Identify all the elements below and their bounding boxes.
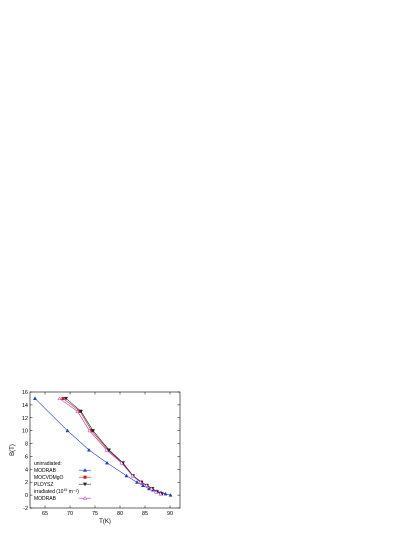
y-tick-label: 12 [22,416,28,422]
y-axis: -2 0 2 4 6 8 10 12 14 16 [22,390,180,512]
data-point [87,428,92,433]
y-tick-label: -2 [23,506,28,512]
x-axis-title: T(K) [99,519,111,525]
legend-label: MODRAB [34,468,57,474]
data-point [144,483,149,487]
data-point [138,480,143,484]
y-axis-title: B(T) [10,444,16,456]
data-point [130,473,135,478]
x-tick-label: 80 [117,511,123,517]
plot-border [29,391,181,509]
legend-label: PLDYSZ [34,482,53,488]
legend: unirradiated:MODRABMOCVDMgOPLDYSZirradia… [34,461,91,502]
data-point [32,396,38,400]
series-3 [57,396,163,496]
legend-heading: irradiated (1015 m⁻²) [34,488,79,495]
series-line [59,398,161,495]
y-tick-label: 6 [25,454,28,460]
y-tick-label: 14 [22,403,28,409]
data-point [57,396,62,400]
data-point [65,428,70,433]
data-point [168,492,173,497]
data-point [61,396,65,400]
data-point [63,396,69,401]
legend-marker [82,468,88,472]
data-point [86,447,92,452]
x-tick-label: 70 [67,511,73,517]
plot-frame [29,391,181,509]
data-point [149,486,154,491]
y-tick-label: 2 [25,480,28,486]
x-axis: 65 70 75 80 85 90 [42,392,173,517]
data-point [146,486,152,491]
data-point [163,491,168,496]
y-tick-label: 10 [22,429,28,435]
data-point [134,480,140,484]
legend-marker [82,482,88,487]
legend-heading: unirradiated: [34,461,62,467]
data-point [78,409,84,414]
legend-marker [83,475,87,479]
data-point [75,409,80,413]
data-point [90,429,96,433]
data-point [124,473,129,478]
y-tick-label: 4 [25,467,28,473]
series-layer [32,396,173,497]
data-point [158,491,163,496]
data-point [104,447,109,452]
data-point [106,448,112,453]
legend-marker [82,496,88,500]
x-tick-label: 90 [167,511,173,517]
data-point [119,460,124,465]
data-point [140,483,146,487]
x-tick-label: 85 [142,511,148,517]
y-tick-label: 0 [25,493,28,499]
series-0 [32,396,173,497]
y-tick-label: 8 [25,442,28,448]
data-point [153,489,159,494]
x-tick-label: 65 [42,511,48,517]
legend-label: MOCVDMgO [34,475,64,481]
y-tick-label: 16 [22,390,28,396]
legend-label: MODRAB [34,496,57,502]
data-point [104,460,110,465]
x-tick-label: 75 [92,511,98,517]
